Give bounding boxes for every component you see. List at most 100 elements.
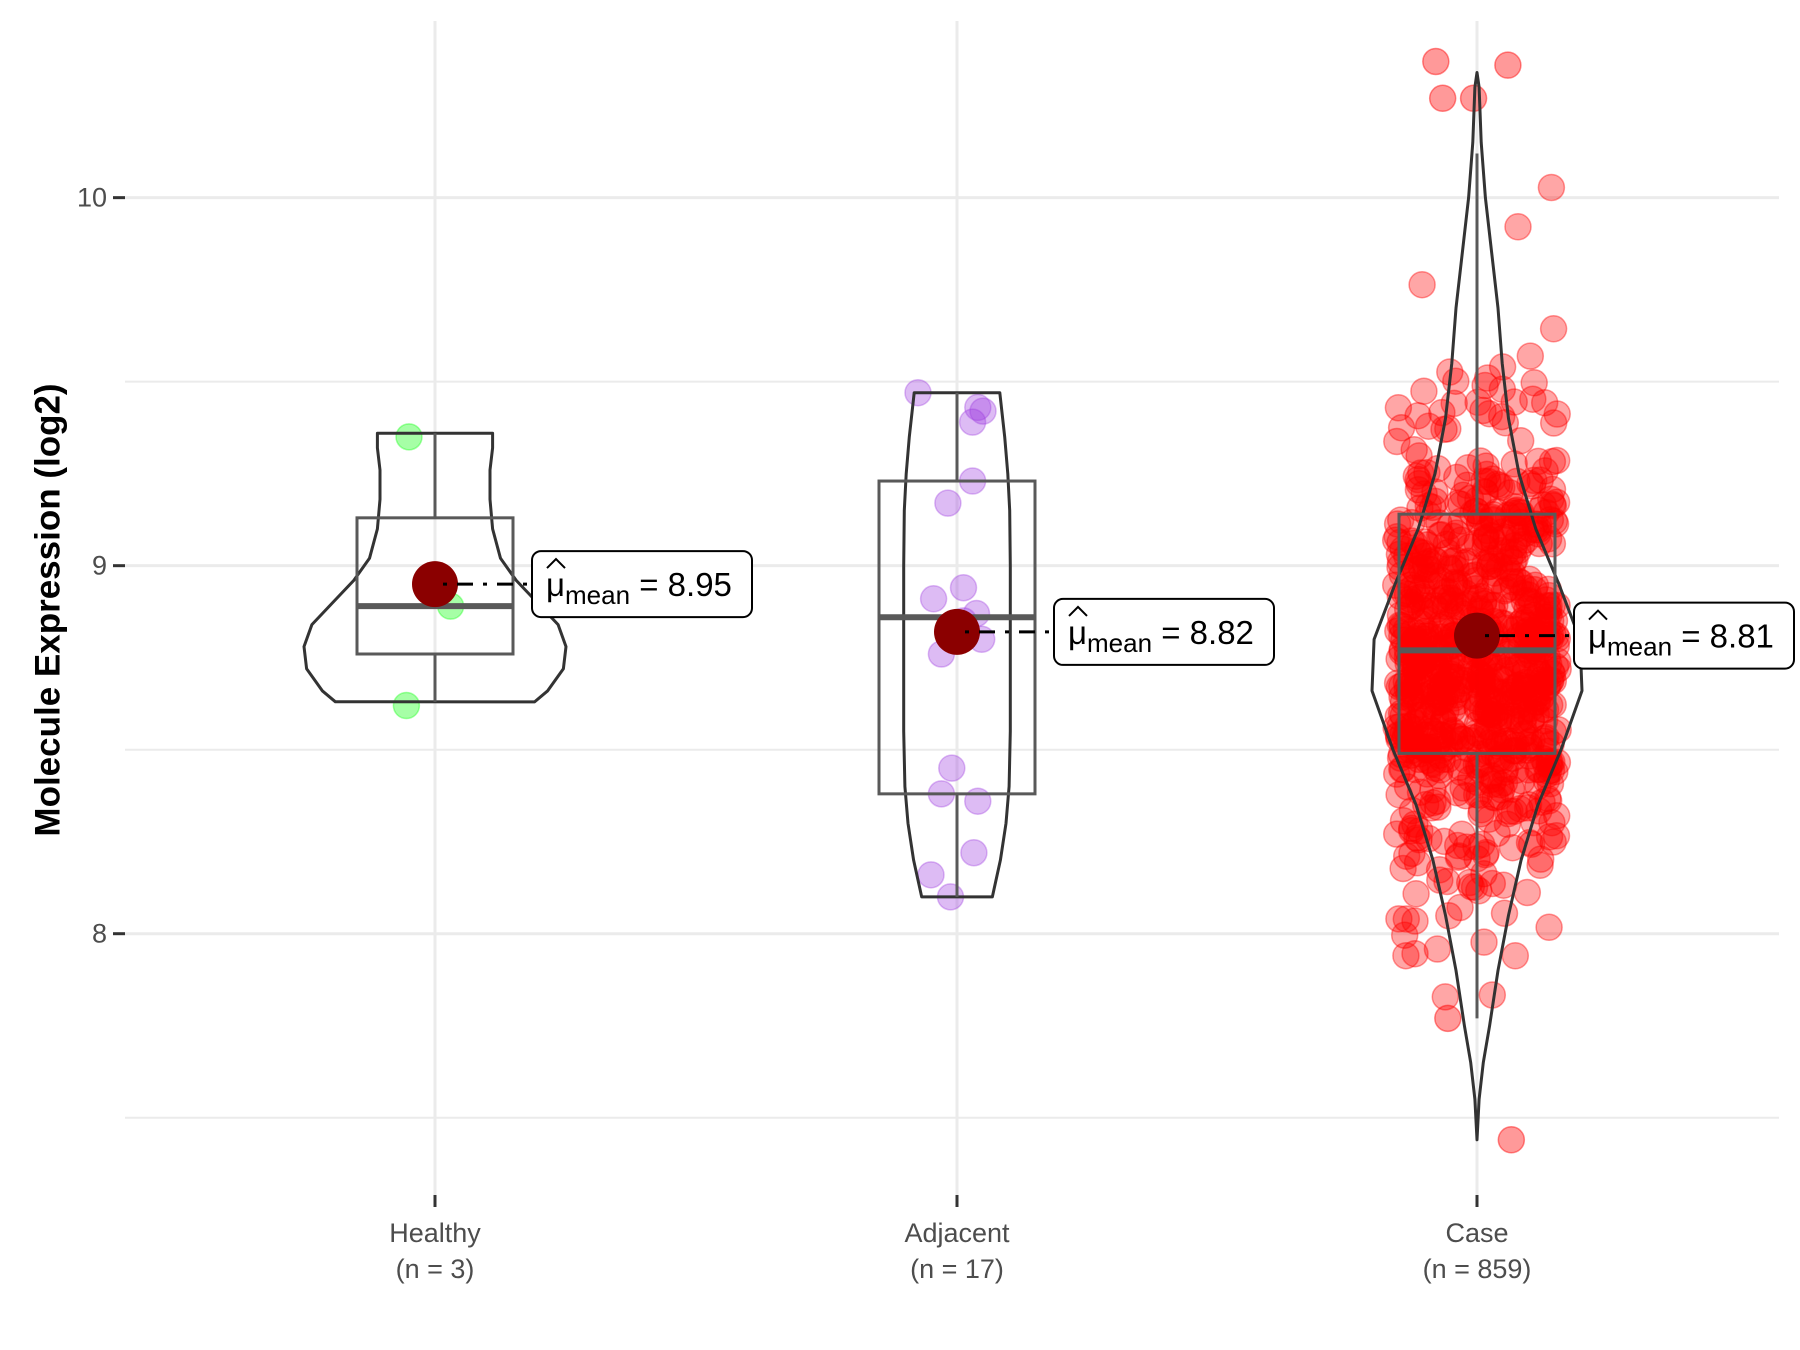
- data-point: [1543, 748, 1572, 777]
- data-point: [1434, 667, 1462, 696]
- data-point: [1393, 580, 1422, 609]
- data-point: [1478, 770, 1507, 799]
- data-point: [1513, 594, 1541, 623]
- data-point: [1500, 677, 1529, 706]
- data-point: [1481, 567, 1509, 595]
- data-point: [1496, 561, 1524, 590]
- data-point: [1526, 845, 1555, 873]
- data-point: [1508, 767, 1536, 795]
- data-point: [1503, 706, 1532, 734]
- violin-outline: [1370, 71, 1584, 1142]
- data-point: [1404, 465, 1432, 494]
- data-point: [958, 408, 987, 436]
- data-point: [1384, 394, 1413, 422]
- data-point: [1475, 713, 1503, 741]
- data-point: [1424, 688, 1452, 716]
- data-point: [1439, 522, 1468, 551]
- data-point: [1443, 463, 1471, 492]
- data-point: [1471, 534, 1499, 562]
- data-point: [1447, 526, 1476, 554]
- data-point: [1400, 669, 1428, 697]
- data-point: [1478, 546, 1506, 575]
- data-point: [1434, 538, 1462, 567]
- data-point: [1432, 530, 1461, 558]
- data-point: [1490, 899, 1519, 928]
- data-point: [1420, 720, 1448, 748]
- data-point: [1402, 653, 1431, 682]
- data-point: [1442, 554, 1470, 583]
- data-point: [1516, 620, 1545, 648]
- data-point: [1403, 666, 1432, 695]
- data-point: [1435, 730, 1464, 758]
- data-point: [1520, 369, 1548, 397]
- data-point: [1452, 833, 1481, 861]
- data-point: [919, 585, 948, 613]
- data-point: [1517, 588, 1546, 616]
- data-point: [1424, 793, 1452, 821]
- data-point: [1437, 555, 1465, 584]
- data-point: [1516, 342, 1545, 370]
- data-point: [1484, 707, 1513, 735]
- data-point: [1526, 466, 1554, 494]
- hat-symbol: [1588, 609, 1608, 621]
- data-point: [1473, 684, 1502, 713]
- data-point: [1431, 592, 1459, 620]
- data-point: [1398, 839, 1426, 868]
- data-point: [1510, 703, 1538, 732]
- data-point: [1476, 672, 1505, 700]
- data-point: [1463, 658, 1491, 686]
- data-point: [1447, 490, 1475, 519]
- violin-outline: [902, 391, 1012, 899]
- data-point: [1478, 869, 1507, 898]
- data-point: [1396, 678, 1424, 706]
- data-point: [1496, 797, 1524, 825]
- data-point: [1389, 807, 1418, 835]
- mean-label: μmean = 8.95: [546, 566, 732, 610]
- hat-symbol: [1068, 605, 1088, 617]
- data-point: [1401, 682, 1430, 711]
- mu-symbol: μ: [1068, 614, 1087, 651]
- data-point: [1468, 671, 1497, 699]
- data-point: [1456, 562, 1485, 590]
- data-point: [1486, 782, 1515, 811]
- data-point: [1431, 685, 1459, 713]
- data-point: [1511, 719, 1540, 748]
- data-point: [1544, 655, 1572, 683]
- data-point: [1422, 652, 1451, 681]
- data-point: [1443, 688, 1472, 716]
- data-point: [1437, 663, 1465, 691]
- data-point: [1432, 697, 1460, 725]
- data-point: [1467, 795, 1496, 824]
- data-point: [1475, 684, 1504, 712]
- data-point: [1496, 479, 1524, 507]
- data-point: [1488, 518, 1517, 546]
- mean-label-box: [531, 550, 753, 619]
- data-point: [1400, 529, 1428, 558]
- data-point: [1409, 674, 1437, 702]
- data-point: [1402, 880, 1430, 908]
- data-point: [1509, 720, 1537, 749]
- data-point: [1526, 851, 1554, 880]
- data-point: [1514, 756, 1543, 784]
- mean-point: [1454, 612, 1500, 659]
- data-point: [1461, 575, 1490, 603]
- data-point: [1538, 475, 1567, 504]
- data-point: [1492, 678, 1520, 706]
- data-point: [1511, 660, 1539, 688]
- data-point: [1427, 688, 1455, 716]
- data-point: [1471, 371, 1499, 400]
- data-point: [1473, 713, 1502, 741]
- data-point: [1445, 676, 1473, 704]
- data-point: [1443, 831, 1472, 860]
- data-point: [1411, 617, 1440, 646]
- data-point: [1473, 364, 1502, 392]
- data-point: [1427, 520, 1456, 549]
- data-point: [1525, 612, 1554, 641]
- data-point: [1411, 561, 1440, 590]
- data-point: [1382, 820, 1411, 848]
- data-point: [1477, 521, 1505, 550]
- data-point: [1515, 612, 1543, 640]
- mean-label-box: [1053, 597, 1275, 666]
- data-point: [1463, 529, 1491, 557]
- data-point: [1499, 538, 1528, 566]
